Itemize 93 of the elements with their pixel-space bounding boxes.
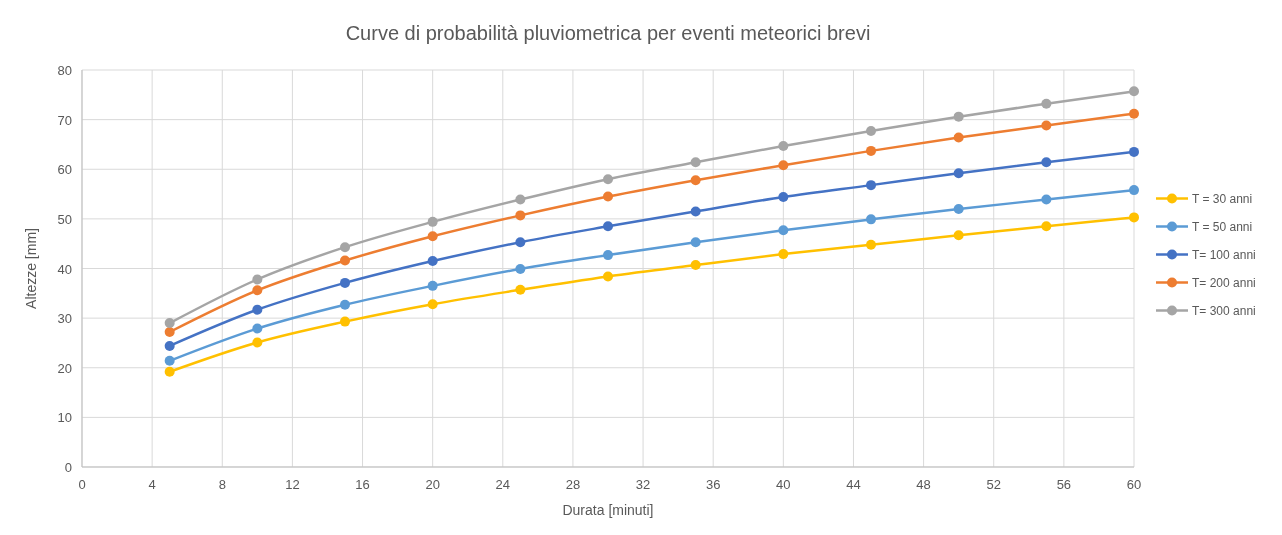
point bbox=[690, 206, 701, 217]
point bbox=[866, 180, 876, 191]
point bbox=[515, 264, 526, 274]
point bbox=[427, 231, 438, 242]
point bbox=[778, 192, 789, 203]
point bbox=[164, 327, 175, 338]
point bbox=[1129, 146, 1139, 157]
point bbox=[515, 194, 526, 205]
point bbox=[778, 140, 789, 151]
point bbox=[515, 210, 526, 221]
legend-label: T= 100 anni bbox=[1192, 247, 1256, 262]
x-tick-label: 44 bbox=[846, 477, 861, 492]
point bbox=[252, 274, 263, 285]
point bbox=[252, 304, 263, 315]
point bbox=[164, 318, 175, 329]
point bbox=[778, 160, 789, 171]
x-tick-label: 4 bbox=[148, 477, 156, 492]
y-tick-label: 60 bbox=[57, 162, 72, 178]
y-tick-label: 80 bbox=[57, 63, 72, 78]
legend-label: T= 300 anni bbox=[1192, 303, 1256, 318]
y-tick-label: 10 bbox=[57, 410, 72, 426]
x-tick-label: 0 bbox=[78, 477, 86, 492]
y-tick-label: 50 bbox=[57, 211, 72, 227]
point bbox=[340, 277, 350, 288]
point bbox=[340, 255, 350, 266]
point bbox=[164, 340, 175, 351]
point bbox=[515, 284, 526, 295]
point bbox=[1041, 221, 1052, 232]
point bbox=[866, 214, 876, 225]
chart-title: Curve di probabilità pluviometrica per eventi meteorici brevi bbox=[345, 22, 871, 44]
point bbox=[953, 132, 964, 143]
x-tick-label: 36 bbox=[705, 477, 721, 492]
x-tick-label: 56 bbox=[1056, 477, 1072, 492]
legend-label: T= 200 anni bbox=[1192, 275, 1256, 290]
point bbox=[953, 230, 964, 241]
y-tick-label: 30 bbox=[57, 311, 72, 327]
legend-label: T = 50 anni bbox=[1192, 219, 1253, 234]
point bbox=[778, 249, 789, 260]
point bbox=[1129, 86, 1139, 97]
x-tick-label: 16 bbox=[355, 477, 370, 492]
point bbox=[1129, 108, 1139, 119]
point bbox=[690, 157, 701, 168]
point bbox=[953, 111, 964, 122]
y-axis-title: Altezze [mm] bbox=[23, 228, 39, 309]
point bbox=[340, 242, 350, 253]
point bbox=[164, 355, 175, 366]
point bbox=[340, 316, 350, 327]
point bbox=[1129, 212, 1139, 223]
y-tick-label: 70 bbox=[57, 112, 72, 128]
point bbox=[690, 175, 701, 186]
point bbox=[340, 299, 350, 310]
point bbox=[866, 126, 876, 137]
x-tick-label: 28 bbox=[565, 477, 581, 492]
x-axis-title: Durata [minuti] bbox=[562, 502, 654, 518]
point bbox=[1041, 120, 1052, 131]
x-tick-label: 20 bbox=[425, 477, 440, 492]
point bbox=[778, 225, 789, 236]
x-tick-label: 12 bbox=[285, 477, 300, 492]
point bbox=[164, 366, 175, 377]
x-tick-label: 32 bbox=[635, 477, 651, 492]
point bbox=[603, 221, 613, 232]
point bbox=[603, 271, 613, 282]
point bbox=[603, 191, 613, 202]
point bbox=[1129, 185, 1139, 196]
legend-label: T = 30 anni bbox=[1192, 191, 1253, 206]
point bbox=[427, 280, 438, 291]
point bbox=[427, 216, 438, 227]
point bbox=[866, 239, 876, 250]
point bbox=[953, 203, 964, 214]
point bbox=[690, 260, 701, 271]
y-tick-label: 20 bbox=[57, 360, 72, 376]
point bbox=[690, 237, 701, 248]
point bbox=[603, 174, 613, 185]
x-tick-label: 8 bbox=[218, 477, 226, 492]
x-tick-label: 40 bbox=[776, 477, 791, 492]
point bbox=[603, 250, 613, 261]
point bbox=[515, 237, 526, 248]
point bbox=[866, 145, 876, 156]
y-tick-label: 0 bbox=[64, 460, 72, 475]
point bbox=[1041, 98, 1052, 109]
x-tick-label: 24 bbox=[495, 477, 511, 492]
x-tick-label: 60 bbox=[1126, 477, 1142, 492]
point bbox=[252, 337, 263, 348]
point bbox=[953, 168, 964, 179]
point bbox=[252, 285, 263, 296]
point bbox=[1041, 157, 1052, 168]
point bbox=[427, 299, 438, 310]
point bbox=[427, 256, 438, 267]
x-tick-label: 52 bbox=[986, 477, 1001, 492]
y-tick-label: 40 bbox=[57, 261, 72, 277]
x-tick-label: 48 bbox=[916, 477, 931, 492]
point bbox=[1041, 194, 1052, 205]
point bbox=[252, 323, 263, 334]
